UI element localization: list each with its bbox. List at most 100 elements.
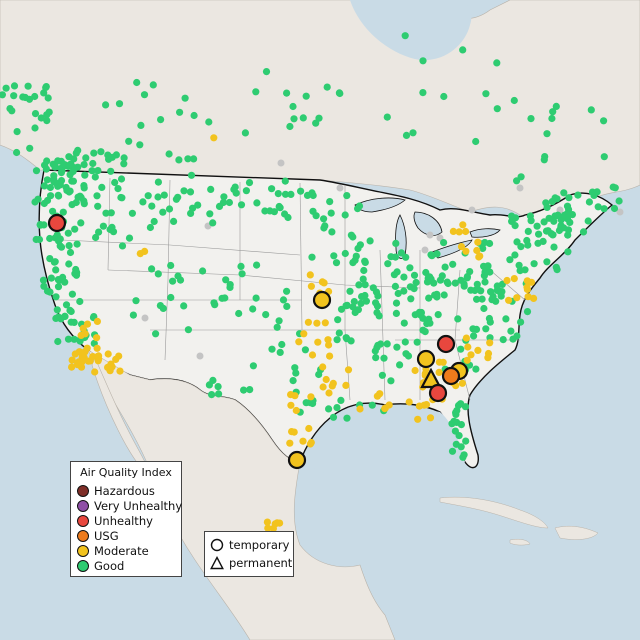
- legend-item-good: Good: [77, 558, 124, 573]
- good-monitor-dot: [360, 266, 368, 275]
- good-monitor-dot: [346, 287, 354, 295]
- good-monitor-dot: [117, 175, 126, 183]
- good-monitor-dot: [407, 295, 415, 303]
- good-monitor-dot: [472, 365, 480, 373]
- moderate-monitor-dot: [93, 334, 101, 342]
- good-monitor-dot: [194, 201, 202, 209]
- good-monitor-dot: [502, 315, 510, 323]
- good-monitor-dot: [419, 89, 427, 97]
- good-monitor-dot: [268, 345, 276, 353]
- monitor-tennessee-moderate[interactable]: [416, 349, 436, 369]
- monitor-washington[interactable]: [47, 213, 67, 233]
- good-monitor-dot: [21, 93, 29, 102]
- moderate-monitor-dot: [264, 524, 272, 532]
- good-monitor-dot: [375, 312, 383, 320]
- moderate-monitor-dot: [77, 363, 86, 371]
- moderate-monitor-dot: [292, 406, 300, 415]
- good-monitor-dot: [530, 260, 538, 268]
- good-monitor-dot: [355, 202, 364, 210]
- good-monitor-dot: [477, 287, 485, 295]
- moderate-monitor-dot: [505, 296, 513, 304]
- good-monitor-dot: [452, 409, 460, 417]
- good-monitor-dot: [493, 105, 501, 113]
- moderate-monitor-dot: [68, 363, 76, 371]
- good-monitor-dot: [290, 115, 298, 123]
- good-monitor-dot: [226, 281, 234, 289]
- good-monitor-dot: [406, 264, 414, 272]
- good-monitor-dot: [31, 124, 39, 132]
- moderate-monitor-dot: [414, 415, 422, 423]
- good-monitor-dot: [40, 282, 48, 290]
- monitor-texas[interactable]: [287, 450, 307, 470]
- good-monitor-dot: [107, 209, 115, 217]
- good-monitor-dot: [133, 78, 141, 87]
- moderate-monitor-dot: [326, 352, 334, 360]
- good-monitor-dot: [125, 137, 133, 145]
- good-monitor-dot: [333, 404, 341, 412]
- good-monitor-dot: [174, 193, 182, 201]
- moderate-monitor-dot: [475, 253, 483, 261]
- good-monitor-dot: [88, 167, 96, 175]
- good-monitor-dot: [350, 298, 358, 306]
- good-monitor-dot: [0, 91, 6, 99]
- good-monitor-dot: [552, 102, 560, 110]
- good-monitor-dot: [40, 89, 48, 97]
- good-monitor-dot: [486, 334, 494, 342]
- good-monitor-dot: [533, 222, 541, 230]
- good-monitor-dot: [517, 318, 525, 326]
- good-monitor-dot: [481, 278, 489, 286]
- good-monitor-dot: [2, 84, 10, 92]
- good-monitor-dot: [190, 111, 198, 120]
- good-monitor-dot: [80, 182, 88, 190]
- monitor-georgia-unhealthy[interactable]: [428, 383, 448, 403]
- good-monitor-dot: [144, 192, 152, 200]
- good-monitor-dot: [550, 243, 558, 251]
- monitor-kansas[interactable]: [312, 290, 332, 310]
- good-monitor-dot: [390, 271, 398, 279]
- good-monitor-dot: [47, 192, 55, 200]
- good-monitor-dot: [115, 100, 124, 108]
- monitor-tennessee-unhealthy[interactable]: [436, 334, 456, 354]
- moderate-monitor-dot: [91, 368, 99, 376]
- monitor-georgia-usg[interactable]: [441, 366, 461, 386]
- good-monitor-dot: [235, 309, 243, 318]
- good-monitor-dot: [109, 228, 118, 236]
- moderate-monitor-dot: [449, 227, 457, 235]
- good-monitor-dot: [433, 293, 441, 301]
- good-monitor-dot: [460, 282, 468, 290]
- good-monitor-dot: [82, 154, 90, 162]
- good-monitor-dot: [309, 207, 317, 215]
- good-monitor-dot: [8, 107, 16, 115]
- good-monitor-dot: [66, 306, 74, 314]
- moderate-monitor-dot: [464, 343, 472, 351]
- good-monitor-dot: [308, 253, 316, 261]
- good-monitor-dot: [369, 284, 377, 292]
- monitor-type-legend: temporary permanent: [204, 531, 294, 577]
- moderate-monitor-dot: [319, 383, 327, 391]
- moderate-monitor-dot: [344, 366, 353, 374]
- good-monitor-dot: [454, 315, 462, 323]
- good-monitor-dot: [148, 265, 156, 273]
- triangle-icon: [210, 556, 224, 570]
- good-monitor-dot: [57, 157, 65, 165]
- good-monitor-dot: [302, 92, 310, 100]
- moderate-monitor-dot: [95, 352, 103, 360]
- good-monitor-dot: [118, 194, 126, 202]
- good-monitor-dot: [262, 311, 270, 319]
- monitor-georgia-permanent[interactable]: [420, 367, 442, 389]
- good-monitor-dot: [478, 295, 486, 303]
- good-monitor-dot: [440, 291, 448, 299]
- good-monitor-dot: [253, 199, 261, 207]
- good-monitor-dot: [515, 261, 523, 269]
- good-monitor-dot: [207, 185, 215, 193]
- good-monitor-dot: [291, 364, 299, 372]
- legend-item-permanent: permanent: [210, 555, 292, 571]
- good-monitor-dot: [539, 237, 547, 245]
- good-monitor-dot: [65, 260, 73, 268]
- good-monitor-dot: [252, 294, 260, 302]
- very-unhealthy-swatch: [77, 499, 89, 512]
- good-monitor-dot: [506, 256, 514, 264]
- moderate-monitor-dot: [513, 294, 521, 302]
- good-monitor-dot: [462, 437, 470, 445]
- moderate-monitor-dot: [295, 338, 303, 346]
